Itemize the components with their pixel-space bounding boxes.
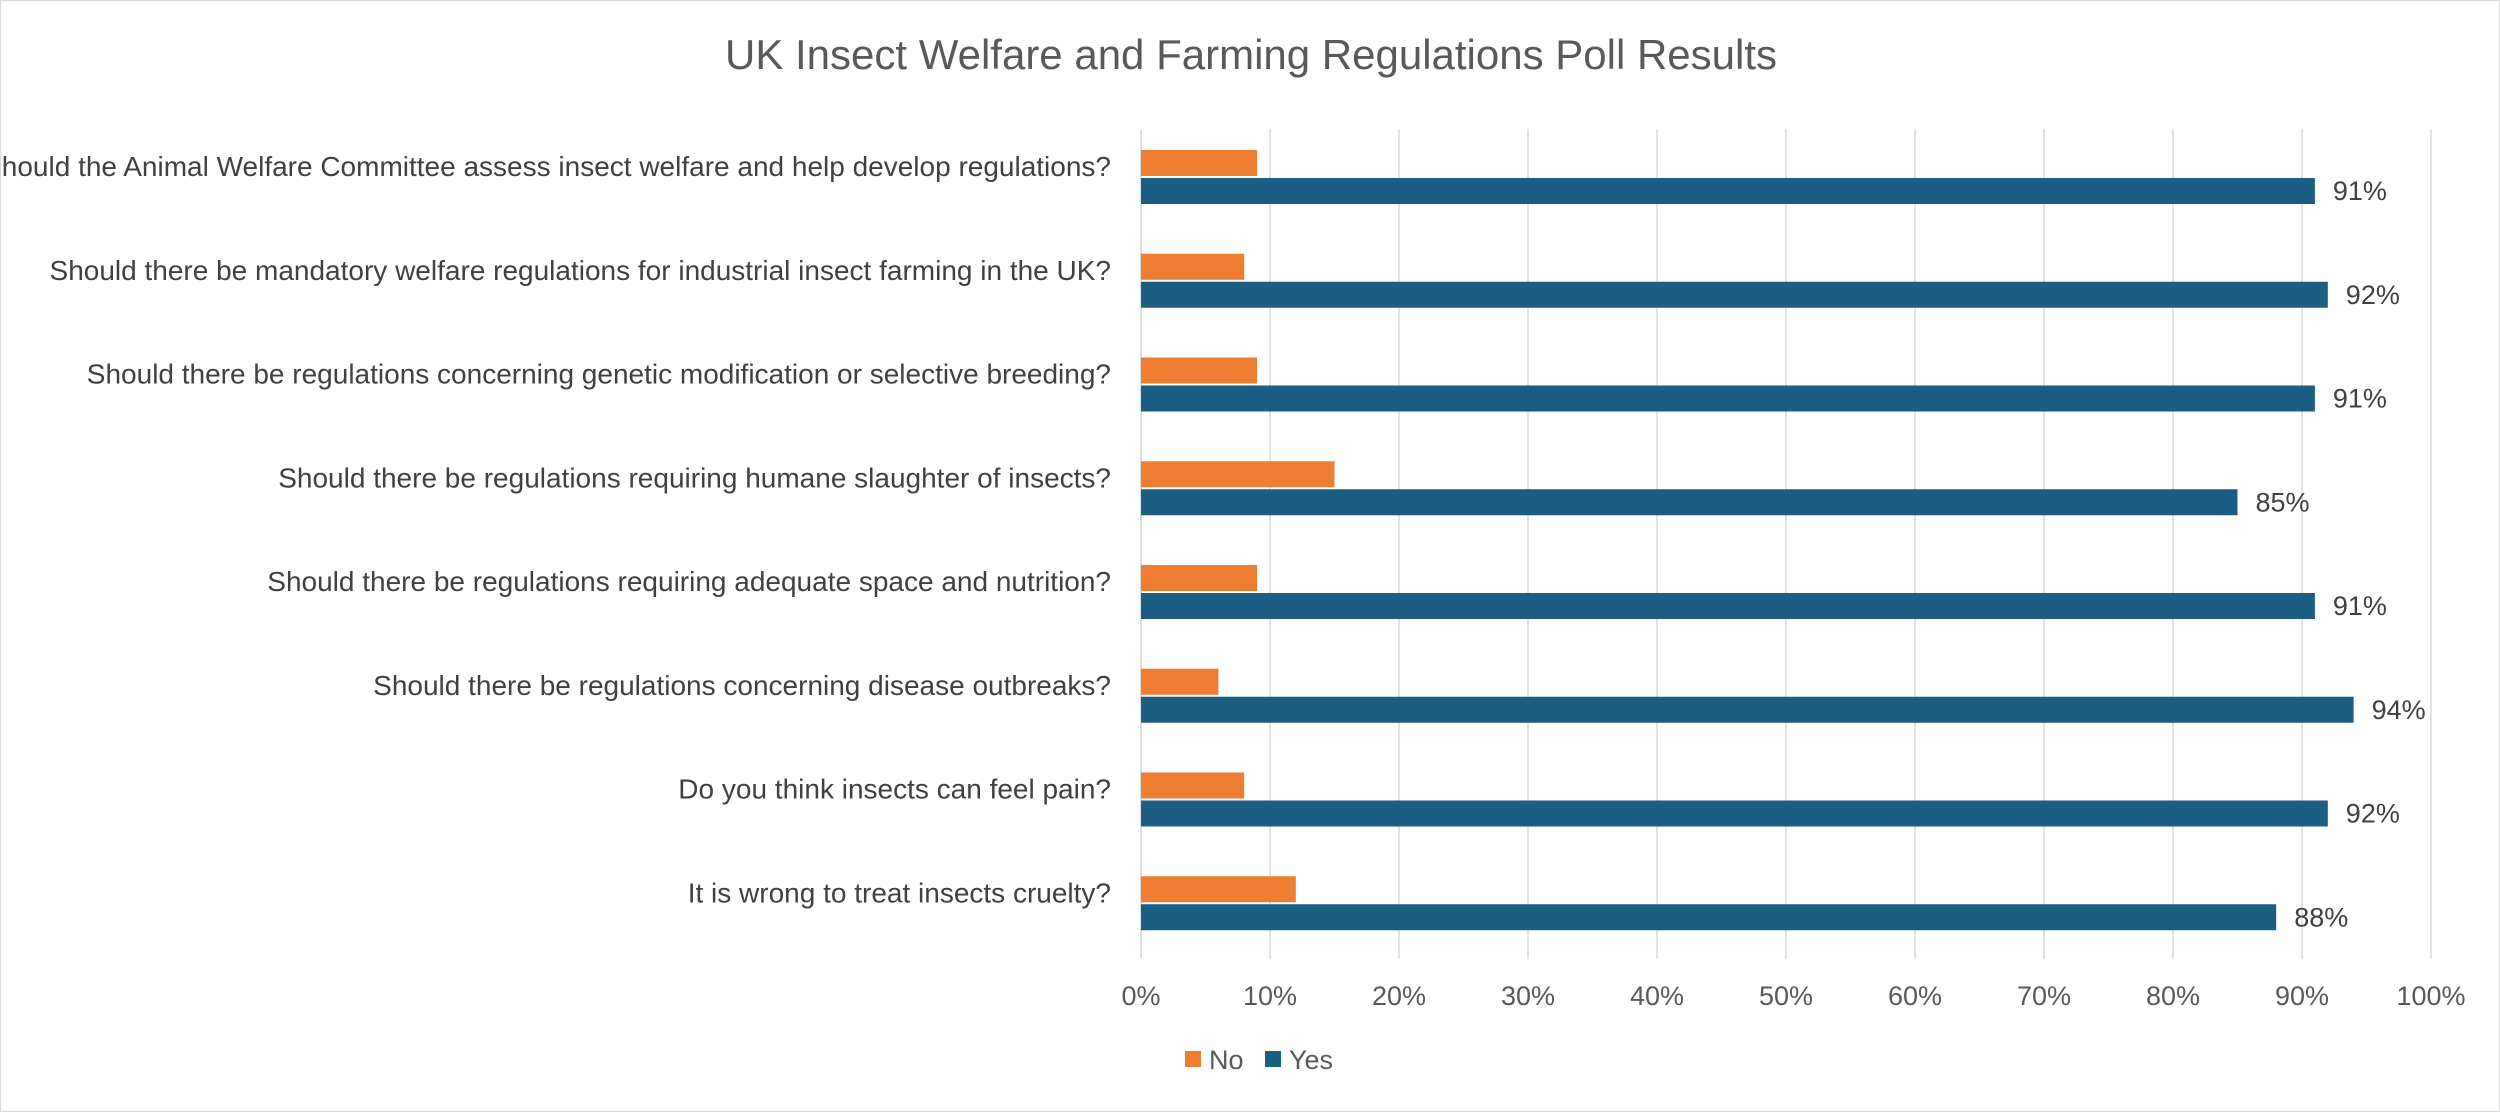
bar-no [1141,357,1258,384]
category-labels: Should the Animal Welfare Committee asse… [1,151,1111,908]
bar-no [1141,565,1258,591]
data-label-yes: 91% [2333,176,2387,206]
legend-swatch [1265,1051,1281,1067]
bar-yes [1141,696,2354,723]
legend-label: Yes [1289,1045,1333,1075]
bar-no [1141,876,1296,903]
category-label: Should the Animal Welfare Committee asse… [1,151,1111,182]
bar-yes [1141,489,2238,516]
data-label-yes: 91% [2333,591,2387,621]
bar-yes [1141,385,2315,412]
bar-no [1141,461,1335,488]
x-tick-label: 100% [2396,981,2465,1011]
bar-yes [1141,800,2328,827]
x-tick-label: 60% [1888,981,1942,1011]
category-label: Do you think insects can feel pain? [678,774,1111,805]
legend-swatch [1185,1051,1201,1067]
bar-yes [1141,904,2277,931]
gridlines [1140,129,2432,959]
data-label-yes: 85% [2256,487,2310,517]
data-labels: 91% 92% 91% 85% 91% 94% 92% 88% [2256,176,2426,932]
bar-no [1141,668,1219,695]
x-tick-label: 0% [1121,981,1160,1011]
legend: No Yes [1185,1045,1333,1075]
x-tick-label: 70% [2017,981,2071,1011]
data-label-yes: 92% [2346,799,2400,829]
category-label: Should there be regulations requiring ad… [267,566,1111,597]
x-tick-label: 10% [1243,981,1297,1011]
bar-no [1141,253,1245,280]
x-tick-label: 30% [1501,981,1555,1011]
x-tick-label: 90% [2275,981,2329,1011]
data-label-yes: 88% [2294,902,2348,932]
data-label-yes: 92% [2346,280,2400,310]
category-label: Should there be regulations requiring hu… [278,462,1111,493]
bar-yes [1141,593,2315,619]
legend-label: No [1209,1045,1244,1075]
x-tick-label: 20% [1372,981,1426,1011]
bars [1141,150,2354,931]
data-label-yes: 94% [2372,695,2426,725]
bar-no [1141,150,1258,176]
category-label: Should there be regulations concerning g… [87,359,1111,390]
bar-no [1141,772,1245,799]
category-label: It is wrong to treat insects cruelty? [688,877,1111,908]
category-label: Should there be mandatory welfare regula… [50,255,1111,286]
category-label: Should there be regulations concerning d… [373,670,1111,701]
bar-yes [1141,178,2315,204]
x-tick-labels: 0% 10% 20% 30% 40% 50% 60% 70% 80% 90% 100% [1121,981,2465,1011]
bar-yes [1141,281,2328,308]
x-tick-label: 80% [2146,981,2200,1011]
chart-title: UK Insect Welfare and Farming Regulation… [725,31,1777,78]
x-tick-label: 50% [1759,981,1813,1011]
x-tick-label: 40% [1630,981,1684,1011]
data-label-yes: 91% [2333,384,2387,414]
